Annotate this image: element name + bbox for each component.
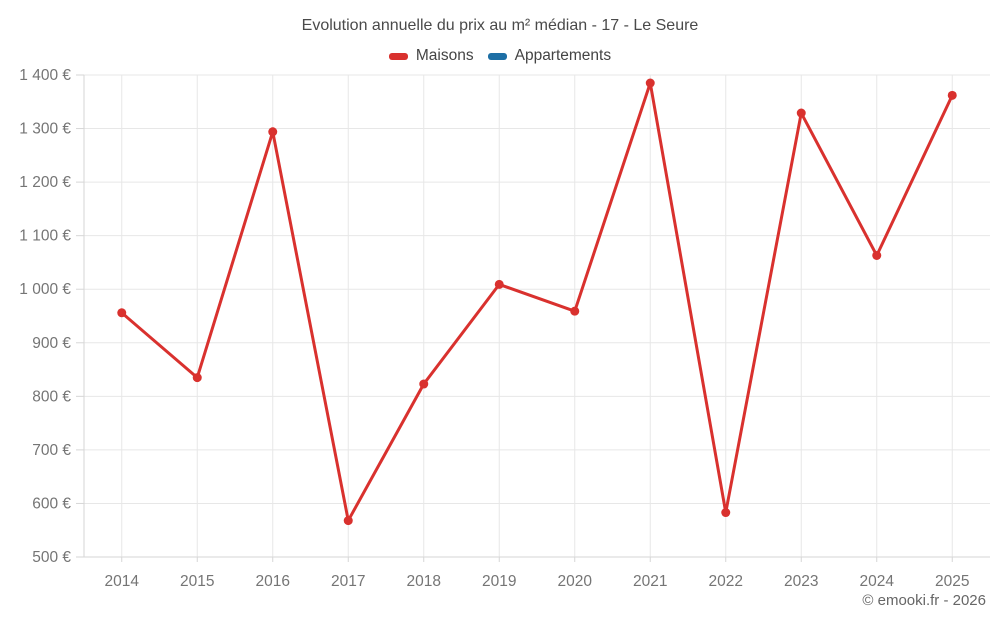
x-tick-label: 2023 xyxy=(784,573,818,590)
y-tick-label: 800 € xyxy=(32,388,71,405)
data-point-maisons-2018[interactable] xyxy=(419,379,429,389)
legend-label-appartements: Appartements xyxy=(514,47,612,64)
x-tick-label: 2020 xyxy=(558,573,593,590)
x-tick-label: 2022 xyxy=(709,573,743,590)
y-tick-label: 500 € xyxy=(32,549,71,566)
data-point-maisons-2014[interactable] xyxy=(117,308,127,318)
data-point-maisons-2025[interactable] xyxy=(947,90,957,100)
copyright: © emooki.fr - 2026 xyxy=(862,592,986,609)
x-tick-label: 2016 xyxy=(256,573,290,590)
y-tick-label: 1 300 € xyxy=(19,121,71,138)
y-tick-label: 700 € xyxy=(32,442,71,459)
data-point-maisons-2021[interactable] xyxy=(645,78,655,88)
x-tick-label: 2019 xyxy=(482,573,516,590)
y-tick-label: 900 € xyxy=(32,335,71,352)
y-tick-label: 1 200 € xyxy=(19,174,71,191)
data-point-maisons-2020[interactable] xyxy=(570,306,580,316)
y-tick-label: 600 € xyxy=(32,495,71,512)
x-tick-label: 2021 xyxy=(633,573,667,590)
x-tick-label: 2017 xyxy=(331,573,365,590)
data-point-maisons-2024[interactable] xyxy=(872,250,882,260)
appartements-series-swatch xyxy=(487,52,507,60)
legend-item-appartements[interactable]: Appartements xyxy=(487,47,612,65)
x-tick-label: 2015 xyxy=(180,573,214,590)
legend-item-maisons[interactable]: Maisons xyxy=(388,47,474,65)
data-point-maisons-2017[interactable] xyxy=(343,516,353,526)
y-tick-label: 1 000 € xyxy=(19,281,71,298)
chart-title: Evolution annuelle du prix au m² médian … xyxy=(301,17,699,34)
x-tick-label: 2014 xyxy=(105,573,140,590)
maisons-series-swatch xyxy=(388,52,408,60)
data-point-maisons-2023[interactable] xyxy=(796,108,806,118)
x-tick-label: 2025 xyxy=(935,573,969,590)
y-tick-label: 1 100 € xyxy=(19,228,71,245)
data-point-maisons-2016[interactable] xyxy=(268,127,278,137)
data-point-maisons-2019[interactable] xyxy=(494,279,504,289)
series-line-maisons xyxy=(120,81,954,523)
legend-label-maisons: Maisons xyxy=(415,47,474,64)
data-point-maisons-2022[interactable] xyxy=(721,508,731,518)
data-point-maisons-2015[interactable] xyxy=(192,373,202,383)
x-tick-label: 2018 xyxy=(407,573,441,590)
legend: Maisons Appartements xyxy=(0,47,1000,65)
y-tick-label: 1 400 € xyxy=(19,67,71,84)
x-tick-label: 2024 xyxy=(860,573,895,590)
